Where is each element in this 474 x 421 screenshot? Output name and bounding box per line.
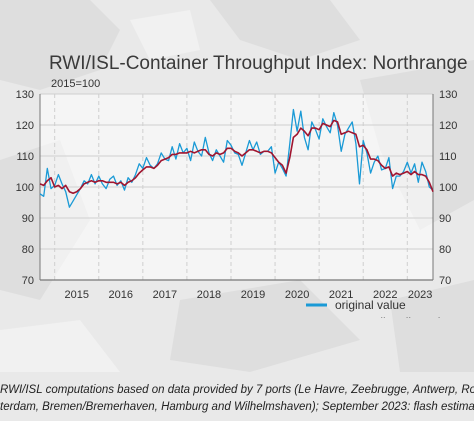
x-tick-label: 2020 — [285, 289, 309, 301]
y-tick-label-left: 70 — [22, 275, 34, 287]
y-tick-label-right: 110 — [439, 151, 457, 163]
x-tick-label: 2016 — [109, 289, 133, 301]
y-tick-label-right: 70 — [439, 275, 451, 287]
y-tick-label-left: 90 — [22, 213, 34, 225]
footnote: RWI/ISL computations based on data provi… — [0, 382, 474, 416]
y-tick-label-right: 130 — [439, 89, 457, 101]
y-tick-label-right: 80 — [439, 244, 451, 256]
footnote-line-2: terdam, Bremen/Bremerhaven, Hamburg and … — [0, 401, 474, 413]
y-tick-label-left: 130 — [16, 89, 34, 101]
footnote-line-1: RWI/ISL computations based on data provi… — [0, 384, 474, 396]
series-line-original-value — [39, 108, 434, 208]
y-tick-label-left: 110 — [16, 151, 34, 163]
series-line-seasonally-adjusted — [39, 119, 434, 194]
x-tick-label: 2017 — [153, 289, 177, 301]
legend-label: original value — [335, 298, 406, 312]
chart-subtitle: 2015=100 — [51, 78, 101, 90]
y-tick-label-left: 80 — [22, 244, 34, 256]
x-tick-label: 2015 — [64, 289, 88, 301]
chart-title: RWI/ISL-Container Throughput Index: Nort… — [49, 53, 468, 74]
chart-area: 70 70 80 80 90 90 100 100 110 110 120 120 130 130 2015… — [16, 89, 458, 318]
x-tick-label: 2022 — [373, 289, 397, 301]
x-tick-label: 2023 — [408, 289, 432, 301]
y-tick-label-right: 120 — [439, 120, 457, 132]
y-tick-label-left: 100 — [16, 182, 34, 194]
x-tick-label: 2021 — [329, 289, 353, 301]
legend-label: seasonally adjusted — [335, 315, 440, 318]
x-tick-label: 2019 — [241, 289, 265, 301]
y-tick-label-right: 90 — [439, 213, 451, 225]
y-tick-label-left: 120 — [16, 120, 34, 132]
x-tick-label: 2018 — [197, 289, 221, 301]
y-tick-label-right: 100 — [439, 182, 457, 194]
